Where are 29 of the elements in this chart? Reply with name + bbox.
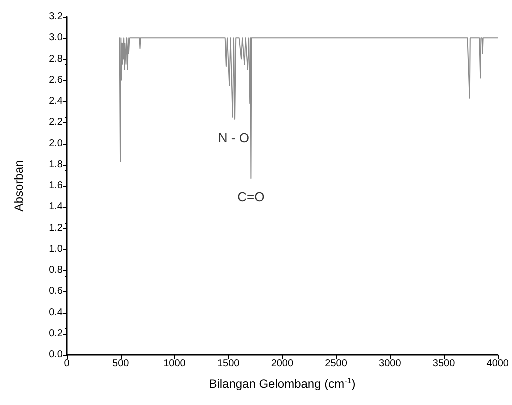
x-tick-label: 4000 (486, 358, 510, 370)
annotation: C=O (238, 190, 265, 205)
x-tick-label: 0 (64, 358, 70, 370)
y-tick-label: 0.0 (49, 350, 64, 360)
y-tick-label: 0.4 (49, 307, 64, 318)
y-tick-label: 3.0 (49, 32, 64, 44)
annotation: N - O (218, 130, 250, 146)
x-tick-label: 3500 (432, 358, 456, 370)
x-tick-label: 3000 (379, 358, 402, 370)
y-tick-label: 1.8 (49, 159, 64, 170)
x-tick-label: 1000 (164, 358, 186, 370)
y-tick-label: 2.8 (49, 54, 64, 65)
y-tick-label: 3.2 (49, 12, 64, 22)
x-tick-label: 2000 (271, 358, 294, 370)
y-tick-label: 1.2 (49, 222, 64, 234)
y-tick-label: 2.2 (49, 117, 64, 128)
y-tick-label: 0.8 (49, 265, 64, 276)
y-tick-label: 0.2 (49, 328, 64, 340)
y-tick-label: 1.4 (49, 202, 64, 213)
x-tick-label: 500 (112, 358, 130, 370)
x-tick-label: 2500 (325, 358, 348, 370)
x-tick-label: 1500 (217, 358, 240, 370)
y-tick-label: 0.6 (49, 286, 64, 298)
y-tick-label: 1.0 (49, 244, 64, 255)
y-tick-label: 2.0 (49, 138, 64, 150)
y-axis-title: Absorban (12, 160, 26, 212)
y-tick-label: 1.6 (49, 180, 64, 192)
y-tick-label: 2.4 (49, 96, 64, 107)
y-tick-label: 2.6 (49, 74, 64, 86)
